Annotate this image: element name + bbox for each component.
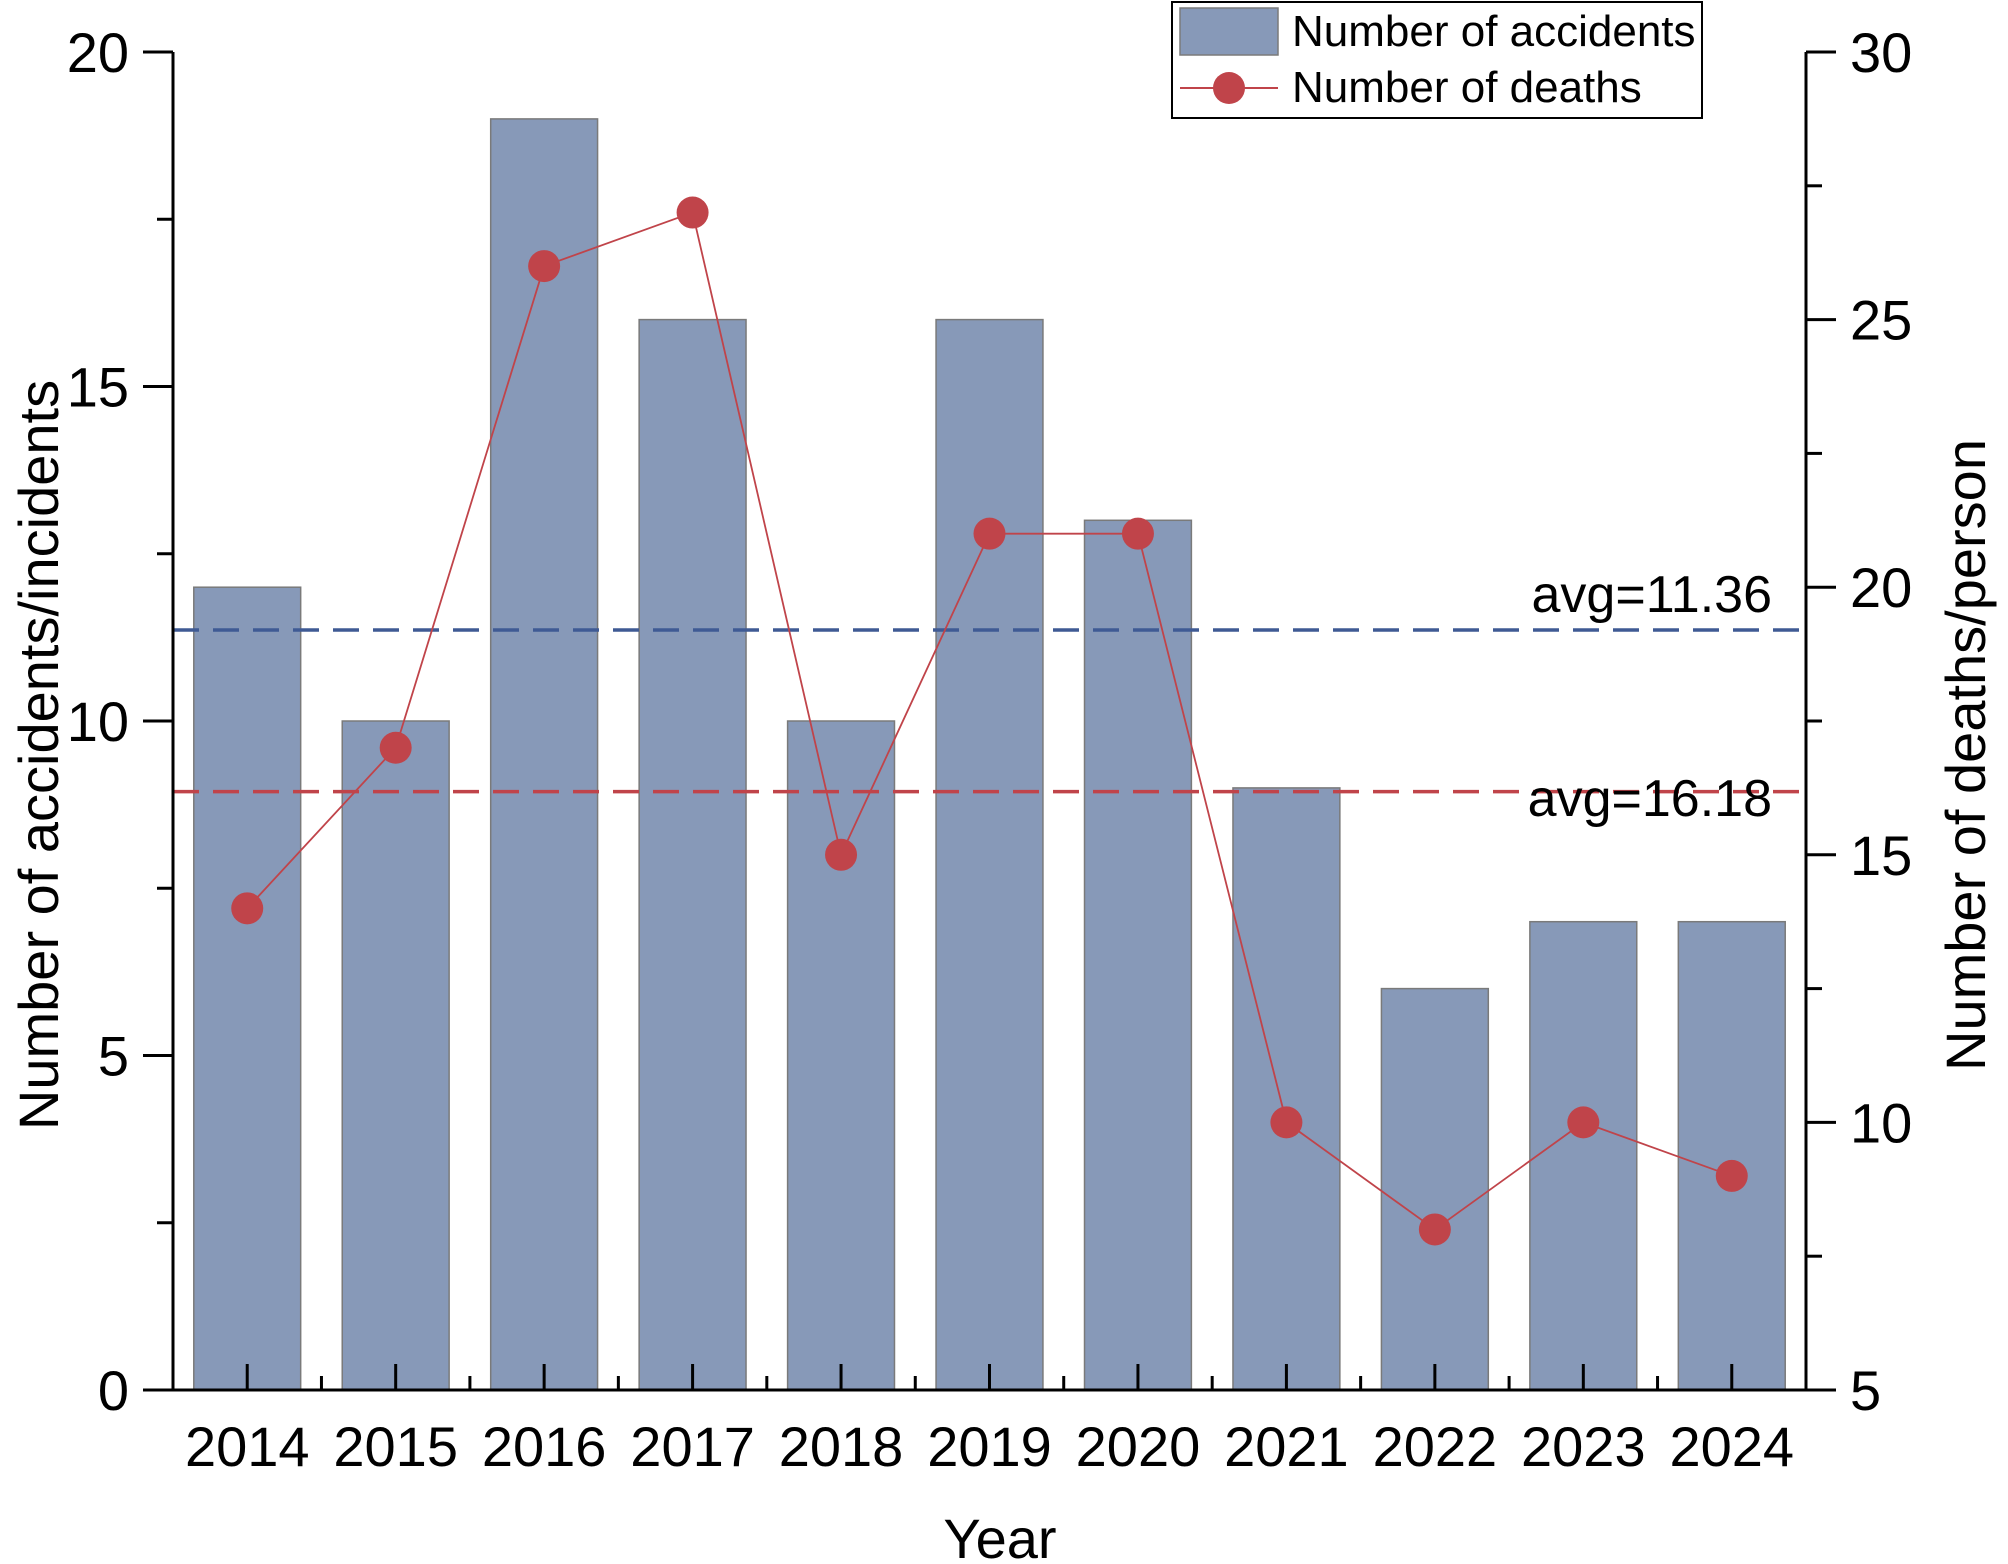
- x-axis-title: Year: [943, 1507, 1056, 1564]
- bar-2018: [786, 720, 896, 1391]
- bar-2014: [193, 586, 302, 1391]
- legend-label-accidents: Number of accidents: [1292, 7, 1696, 56]
- bars-layer: [193, 118, 1786, 1391]
- x-tick-label: 2024: [1669, 1415, 1794, 1478]
- y-axis-title: Number of accidents/incidents: [7, 380, 70, 1130]
- death-point-2024: [1715, 1159, 1748, 1192]
- bar-2022: [1380, 987, 1490, 1391]
- y2-tick-label: 5: [1850, 1359, 1881, 1422]
- y2-tick-label: 15: [1850, 824, 1912, 887]
- bar-2017: [638, 318, 747, 1391]
- x-tick-label: 2015: [333, 1415, 458, 1478]
- death-point-2021: [1270, 1106, 1303, 1139]
- x-tick-label: 2022: [1373, 1415, 1498, 1478]
- legend-swatch-deaths-marker: [1213, 72, 1245, 104]
- x-tick-label: 2017: [630, 1415, 755, 1478]
- y-tick-label: 20: [67, 21, 129, 84]
- y2-axis-title: Number of deaths/person: [1934, 439, 1997, 1071]
- bar-2020: [1083, 519, 1193, 1391]
- tick-labels: 0 5 10 15 20 5 10 15 20 25 30 2014 2015 2016 2017 2018 2…: [67, 21, 1913, 1478]
- death-point-2018: [825, 838, 858, 871]
- bar-2016: [489, 118, 599, 1391]
- death-point-2016: [528, 250, 561, 283]
- y2-tick-label: 30: [1850, 21, 1912, 84]
- x-tick-label: 2023: [1521, 1415, 1646, 1478]
- deaths-series: [231, 196, 1748, 1246]
- death-point-2023: [1567, 1106, 1600, 1139]
- legend-label-deaths: Number of deaths: [1292, 63, 1642, 112]
- y-tick-label: 0: [98, 1359, 129, 1422]
- average-lines: [173, 628, 1806, 794]
- death-point-2017: [676, 196, 709, 229]
- bar-2019: [935, 318, 1044, 1391]
- legend: Number of accidents Number of deaths: [1171, 1, 1703, 119]
- death-point-2019: [973, 517, 1006, 550]
- axes: [143, 50, 1836, 1392]
- death-point-2022: [1418, 1213, 1451, 1246]
- avg-label-accidents: avg=11.36: [1532, 566, 1772, 624]
- avg-label-deaths: avg=16.18: [1528, 770, 1772, 828]
- bar-2024: [1677, 920, 1786, 1391]
- legend-swatch-accidents: [1179, 7, 1279, 56]
- bar-2021: [1232, 787, 1341, 1391]
- death-point-2015: [379, 731, 412, 764]
- bar-2015: [341, 720, 450, 1391]
- bar-2023: [1529, 920, 1638, 1391]
- x-tick-label: 2018: [779, 1415, 904, 1478]
- y-tick-label: 10: [67, 690, 129, 753]
- y-tick-label: 15: [67, 356, 129, 419]
- x-tick-label: 2019: [927, 1415, 1052, 1478]
- y2-tick-label: 10: [1850, 1091, 1912, 1154]
- x-tick-label: 2014: [185, 1415, 310, 1478]
- y-tick-label: 5: [98, 1025, 129, 1088]
- x-tick-label: 2020: [1076, 1415, 1201, 1478]
- x-tick-label: 2016: [482, 1415, 607, 1478]
- death-point-2020: [1121, 517, 1154, 550]
- y2-tick-label: 25: [1850, 289, 1912, 352]
- death-point-2014: [231, 892, 264, 925]
- y2-tick-label: 20: [1850, 556, 1912, 619]
- x-tick-label: 2021: [1224, 1415, 1349, 1478]
